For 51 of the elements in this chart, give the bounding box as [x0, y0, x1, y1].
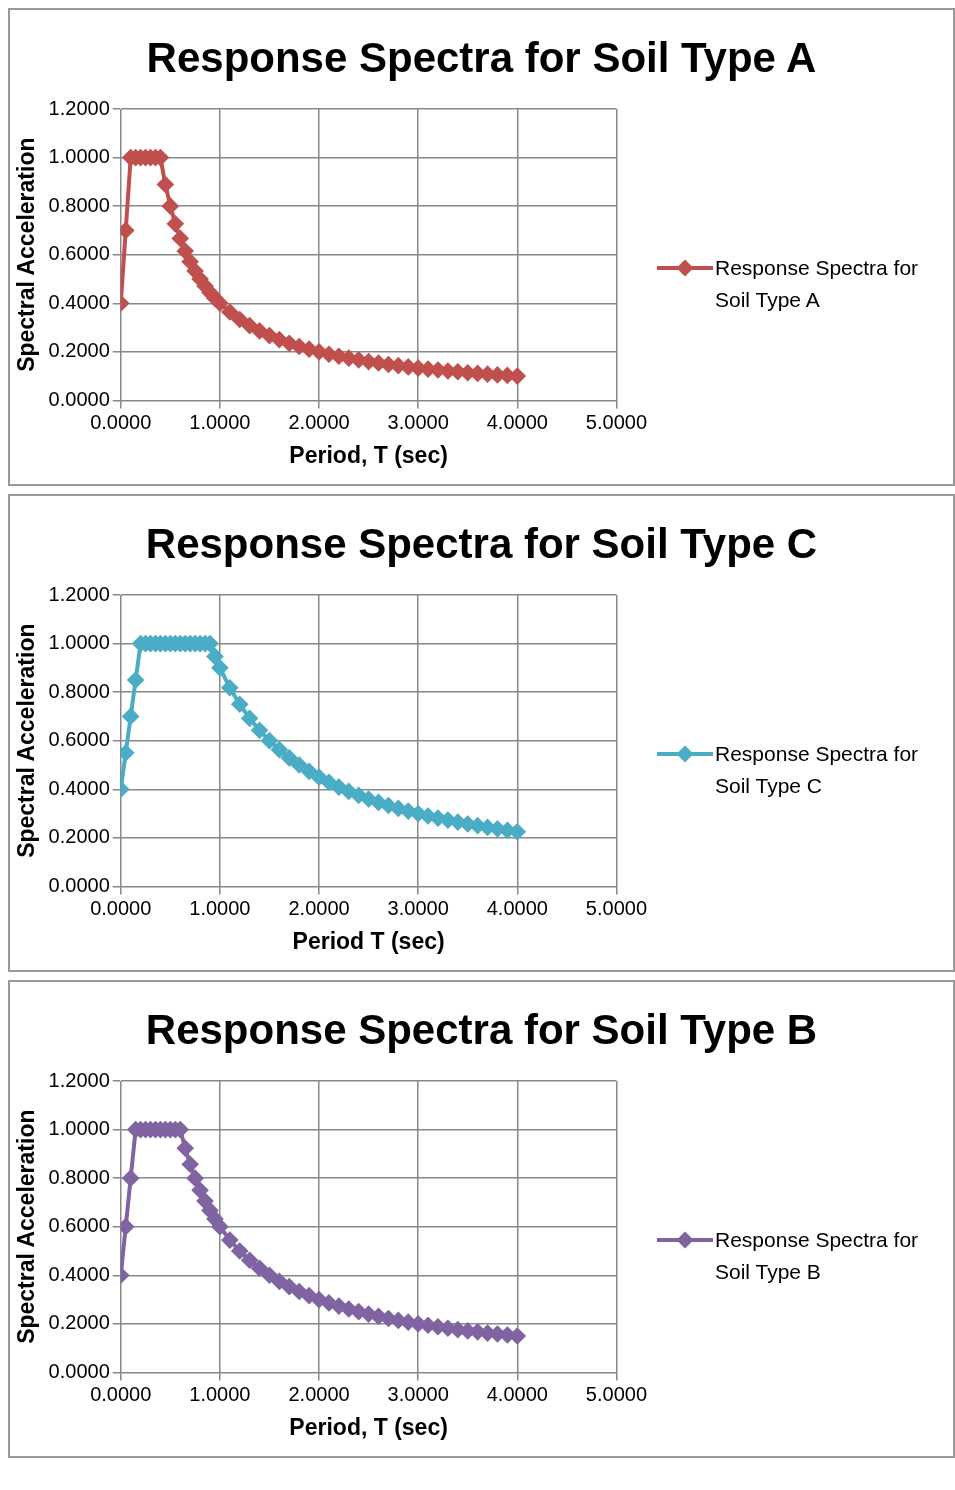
legend-label: Response Spectra for Soil Type A: [715, 255, 920, 313]
y-axis-title: Spectral Acceleration: [13, 137, 40, 372]
x-tick-label: 1.0000: [189, 410, 251, 433]
x-tick-label: 5.0000: [585, 410, 647, 433]
x-tick-label: 1.0000: [189, 896, 251, 919]
y-tick-label: 0.8000: [48, 679, 110, 702]
x-tick-label: 3.0000: [387, 410, 449, 433]
chart-title: Response Spectra for Soil Type A: [145, 33, 818, 83]
chart-title: Response Spectra for Soil Type B: [144, 1005, 819, 1055]
y-tick-label: 0.6000: [48, 728, 110, 751]
x-tick-label: 1.0000: [189, 1382, 251, 1405]
x-tick-label: 4.0000: [486, 896, 548, 919]
legend-label: Response Spectra for Soil Type C: [715, 741, 920, 799]
y-tick-label: 0.6000: [48, 242, 110, 265]
x-tick-label: 3.0000: [387, 896, 449, 919]
y-axis-title: Spectral Acceleration: [13, 1109, 40, 1344]
y-tick-label: 1.0000: [48, 1117, 110, 1140]
x-tick-label: 0.0000: [90, 1382, 152, 1405]
y-axis-title: Spectral Acceleration: [13, 623, 40, 858]
y-tick-label: 0.0000: [48, 387, 110, 410]
y-tick-label: 0.2000: [48, 825, 110, 848]
y-tick-label: 0.0000: [48, 1359, 110, 1382]
x-axis-title: Period T (sec): [292, 927, 445, 954]
x-tick-label: 0.0000: [90, 896, 152, 919]
y-tick-label: 0.4000: [48, 290, 110, 313]
y-tick-label: 0.2000: [48, 339, 110, 362]
y-tick-label: 1.0000: [48, 631, 110, 654]
x-tick-label: 2.0000: [288, 896, 350, 919]
y-tick-label: 0.8000: [48, 1165, 110, 1188]
y-tick-label: 1.0000: [48, 145, 110, 168]
y-tick-label: 1.2000: [48, 582, 110, 605]
x-tick-label: 2.0000: [288, 410, 350, 433]
y-tick-label: 0.2000: [48, 1311, 110, 1334]
y-tick-label: 0.4000: [48, 1262, 110, 1285]
x-tick-label: 4.0000: [486, 1382, 548, 1405]
y-tick-label: 0.6000: [48, 1214, 110, 1237]
y-tick-label: 0.4000: [48, 776, 110, 799]
x-axis-title: Period, T (sec): [289, 441, 448, 468]
x-tick-label: 4.0000: [486, 410, 548, 433]
legend-label: Response Spectra for Soil Type B: [715, 1227, 920, 1285]
x-tick-label: 5.0000: [585, 1382, 647, 1405]
x-tick-label: 5.0000: [585, 896, 647, 919]
x-tick-label: 0.0000: [90, 410, 152, 433]
x-tick-label: 2.0000: [288, 1382, 350, 1405]
x-tick-label: 3.0000: [387, 1382, 449, 1405]
y-tick-label: 1.2000: [48, 96, 110, 119]
y-tick-label: 1.2000: [48, 1068, 110, 1091]
y-tick-label: 0.8000: [48, 193, 110, 216]
chart-title: Response Spectra for Soil Type C: [144, 519, 819, 569]
x-axis-title: Period, T (sec): [289, 1413, 448, 1440]
y-tick-label: 0.0000: [48, 873, 110, 896]
